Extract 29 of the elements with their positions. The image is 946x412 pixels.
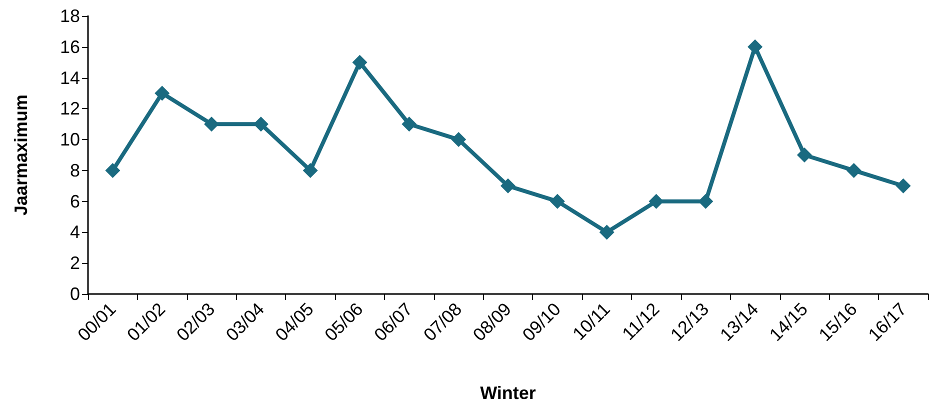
point [748, 39, 763, 54]
point [352, 54, 368, 70]
y-tick-label: 6 [70, 191, 80, 212]
x-axis-title: Winter [480, 383, 536, 403]
point [253, 116, 268, 132]
point [451, 132, 466, 148]
y-tick-label: 16 [60, 36, 80, 57]
point [550, 194, 565, 209]
point [302, 162, 318, 178]
point [896, 178, 911, 194]
y-tick-label: 10 [60, 130, 80, 150]
point [846, 162, 862, 178]
point [648, 194, 664, 209]
y-tick-label: 18 [60, 6, 80, 26]
point [796, 148, 812, 162]
y-tick-label: 0 [70, 284, 80, 304]
point [402, 116, 417, 132]
y-tick-label: 4 [70, 222, 80, 242]
y-axis-title: Jaarmaximum [11, 94, 31, 216]
point [105, 162, 120, 178]
y-tick-label: 12 [60, 98, 80, 119]
point [500, 178, 516, 194]
point [154, 86, 170, 101]
point [204, 116, 220, 132]
point [698, 194, 714, 209]
y-tick-label: 2 [70, 253, 80, 274]
y-tick-label: 8 [70, 160, 80, 180]
y-tick-label: 14 [60, 68, 80, 88]
point [599, 224, 614, 240]
